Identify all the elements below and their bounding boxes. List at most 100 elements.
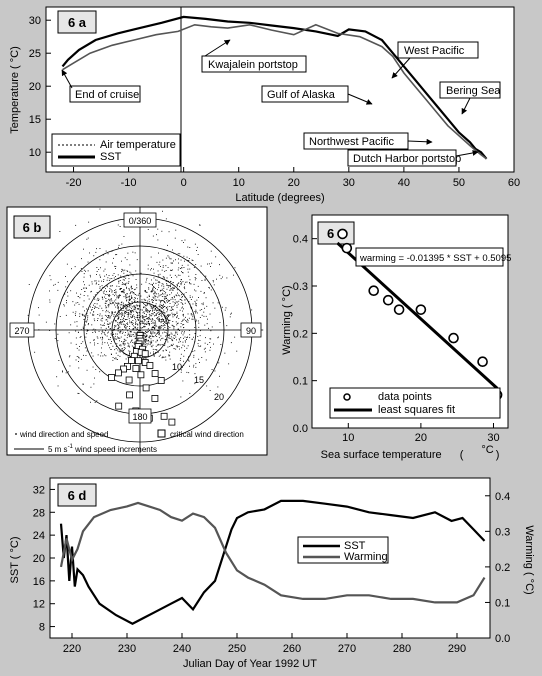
panel-6b-wind-point [150,338,152,340]
panel-6b-wind-point [206,305,208,307]
panel-6b-wind-point [98,330,100,332]
panel-6b-wind-point [135,324,137,325]
panel-6b-wind-point [150,340,152,342]
panel-6b-wind-point [137,331,139,332]
panel-6b-wind-point [138,330,139,332]
panel-6b-wind-point [166,283,168,285]
panel-6b-wind-point [175,294,177,296]
panel-6b-wind-point [76,321,78,323]
panel-6b-wind-point [135,334,137,336]
panel-6b-wind-point [107,317,108,319]
panel-6b-wind-point [154,325,156,327]
panel-6b-wind-point [183,313,184,315]
panel-6b-wind-point [192,260,194,261]
panel-6b-wind-point [70,290,72,292]
panel-6b-wind-point [175,345,177,347]
panel-6b-wind-point [152,291,154,293]
panel-6b-wind-point [102,329,103,331]
panel-6b-wind-point [89,312,91,314]
panel-6b-wind-point [133,328,135,329]
panel-6b-wind-point [99,371,101,373]
panel-6b-wind-point [149,318,150,320]
panel-6b-wind-point [120,344,122,346]
panel-6b-wind-point [173,326,175,328]
panel-6b-wind-point [181,321,183,322]
panel-6b-wind-point [105,301,107,302]
panel-6b-wind-point [191,306,193,308]
panel-6b-wind-point [197,320,199,322]
panel-6b-critical-point [151,394,159,402]
panel-6b-wind-point [199,362,200,363]
panel-6b-wind-point [81,271,83,272]
panel-6b-wind-point [191,338,193,340]
panel-6b-wind-point [146,334,148,336]
panel-6b-wind-point [125,327,127,329]
panel-6b-wind-point [113,257,114,259]
panel-6b-wind-point [142,316,144,318]
panel-6b-wind-point [97,343,99,344]
panel-6b-wind-point [171,324,173,326]
panel-6b-wind-point [121,310,123,312]
panel-6b-wind-point [157,351,159,353]
panel-6b-wind-point [153,351,154,353]
panel-6c-ytick-label: 0.1 [293,376,308,388]
panel-6b-wind-point [126,354,128,356]
panel-6b-wind-point [127,316,129,318]
panel-6b-wind-point [127,345,129,347]
panel-6b-wind-point [139,330,140,331]
panel-6b-wind-point [119,331,121,333]
panel-6b-wind-point [165,257,167,259]
panel-6c-data-point [337,228,348,240]
panel-6b-wind-point [94,320,96,322]
panel-6b-wind-point [152,319,154,321]
panel-6b-wind-point [180,357,182,359]
panel-6b-critical-point [126,391,133,399]
panel-6b-wind-point [83,269,85,271]
panel-6b-wind-point [123,296,125,298]
panel-6b-wind-point [155,303,157,305]
panel-6b-wind-point [158,264,160,266]
panel-6b-wind-point [166,339,168,341]
panel-6b-wind-point [107,342,108,344]
panel-6b-wind-point [87,270,89,272]
panel-6b-wind-point [108,295,109,296]
panel-6b-wind-point [139,327,141,329]
panel-6b-wind-point [157,317,159,318]
panel-6b-wind-point [192,351,194,352]
panel-6b-wind-point [166,249,168,251]
panel-6b-wind-point [137,324,139,326]
panel-6b-wind-point [171,309,172,311]
panel-6b-wind-point [121,291,123,292]
panel-6b-wind-point [148,317,150,318]
panel-6b-wind-point [144,339,146,341]
panel-6b-wind-point [189,282,190,283]
panel-6b-wind-point [134,327,136,329]
panel-6b-wind-point [131,324,133,325]
panel-6b-wind-point [164,301,165,302]
panel-6b-wind-point [110,298,112,300]
panel-6b-wind-point [170,336,172,338]
panel-6b-wind-point [158,319,160,321]
panel-6b-wind-point [111,312,113,313]
panel-6b-wind-point [99,315,101,317]
panel-6b-wind-point [75,302,77,304]
panel-6b-wind-point [157,326,159,328]
panel-6b-wind-point [137,323,139,325]
panel-6b-wind-point [119,331,121,333]
panel-6b-wind-point [119,280,121,281]
panel-6b-wind-point [80,268,82,269]
panel-6b-wind-point [180,268,181,269]
panel-6b-wind-point [173,288,175,289]
panel-6b-wind-point [164,277,165,279]
panel-6b-wind-point [172,288,174,289]
panel-6b-wind-point [161,320,163,322]
panel-6b-wind-point [138,314,140,316]
panel-6b-wind-point [87,309,89,310]
panel-6b-wind-point [144,316,145,318]
panel-6b-wind-point [97,354,99,356]
panel-6b-wind-point [104,290,105,292]
panel-6b-wind-point [190,313,192,314]
panel-6b-wind-point [134,300,136,302]
panel-6b-wind-point [169,274,171,276]
panel-6b-wind-point [186,339,187,340]
